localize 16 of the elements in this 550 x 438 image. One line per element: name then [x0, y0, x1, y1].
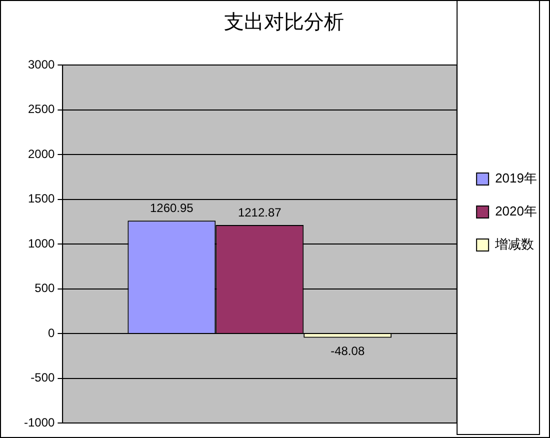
y-tick-label: 3000: [28, 57, 56, 72]
legend-label: 2020年: [495, 204, 537, 219]
data-label: -48.08: [330, 344, 365, 358]
data-label: 1212.87: [238, 205, 282, 220]
data-label: 1260.95: [150, 200, 194, 215]
y-tick-label: 500: [34, 281, 56, 296]
y-tick-label: 2500: [28, 102, 56, 116]
y-tick-label: -1000: [24, 415, 56, 430]
chart-title: 支出对比分析: [224, 12, 344, 34]
y-tick-label: 0: [48, 326, 56, 340]
y-tick-label: 1000: [28, 236, 56, 250]
legend-label: 2019年: [495, 170, 537, 186]
y-tick-label: 1500: [28, 192, 56, 206]
y-tick-label: 2000: [28, 146, 56, 161]
y-tick-label: -500: [30, 370, 56, 385]
legend-label: 增减数: [494, 236, 534, 252]
